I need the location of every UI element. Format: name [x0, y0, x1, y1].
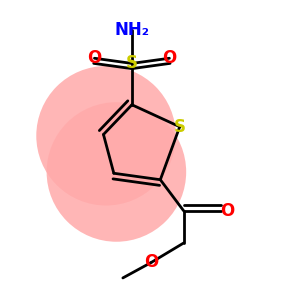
Text: O: O — [162, 49, 176, 67]
Circle shape — [36, 66, 176, 206]
Text: O: O — [220, 202, 235, 220]
Text: O: O — [144, 254, 158, 272]
Text: S: S — [126, 54, 138, 72]
Circle shape — [46, 102, 186, 242]
Text: O: O — [87, 49, 102, 67]
Text: NH₂: NH₂ — [114, 21, 149, 39]
Text: S: S — [174, 118, 186, 136]
